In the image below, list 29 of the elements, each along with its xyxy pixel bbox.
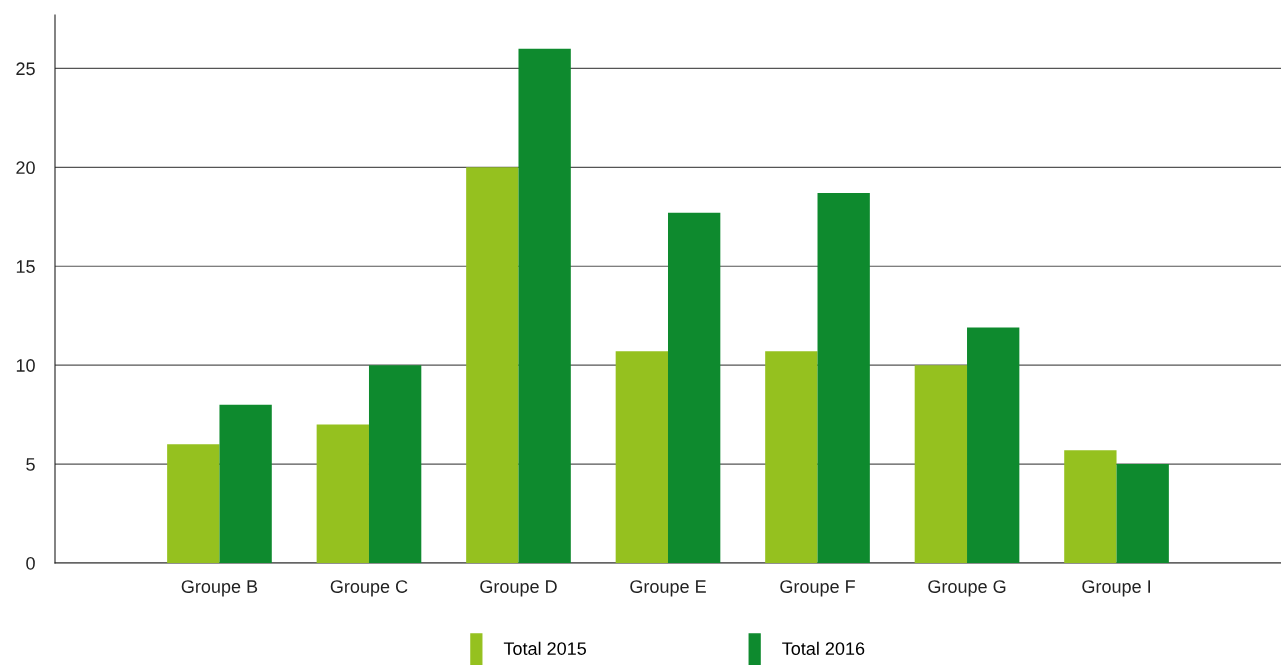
bar (316, 424, 369, 563)
bar (765, 351, 818, 563)
bar (518, 48, 571, 563)
bar (967, 327, 1020, 563)
x-tick-label: Groupe E (630, 580, 706, 597)
y-tick-label: 5 (26, 458, 35, 471)
bar (615, 351, 668, 563)
bar (219, 404, 272, 563)
bar (914, 365, 968, 563)
bar (1064, 450, 1117, 563)
y-tick-label: 20 (16, 161, 35, 175)
bar (167, 444, 220, 563)
x-tick-label: Groupe B (181, 580, 258, 597)
y-tick-label: 25 (16, 62, 35, 76)
x-tick-label: Groupe I (1082, 580, 1150, 597)
x-tick-label: Groupe D (480, 580, 557, 597)
legend-label: Total 2015 (503, 641, 586, 655)
y-tick-label: 10 (16, 359, 35, 372)
x-tick-label: Groupe C (330, 580, 408, 597)
bar (668, 212, 721, 563)
y-tick-label: 0 (26, 556, 35, 570)
x-tick-label: Groupe G (928, 580, 1006, 597)
legend-label: Total 2016 (782, 641, 865, 655)
bar (817, 193, 870, 563)
bar (466, 167, 519, 563)
y-tick-label: 15 (16, 260, 35, 273)
bar (1116, 464, 1169, 563)
x-tick-label: Groupe F (780, 580, 855, 597)
bar (368, 365, 422, 563)
